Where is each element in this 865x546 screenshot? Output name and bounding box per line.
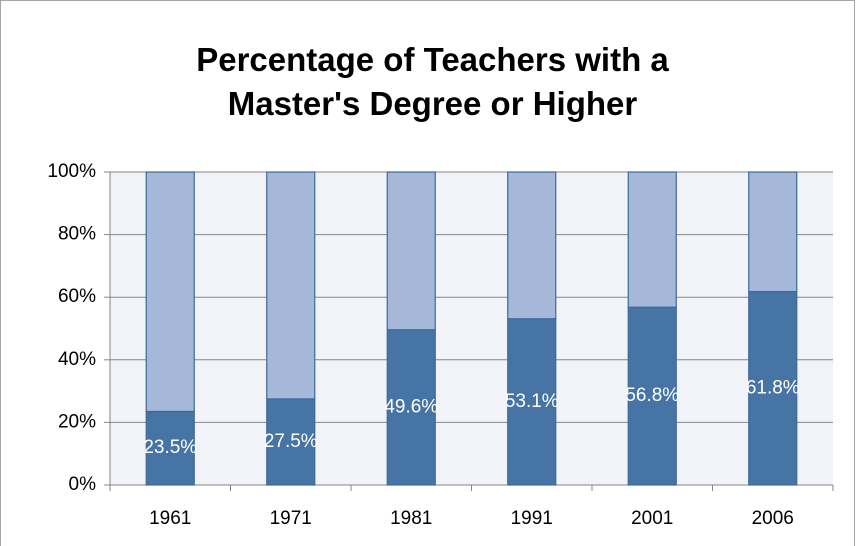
plot-area bbox=[110, 172, 833, 485]
data-label: 56.8% bbox=[625, 385, 679, 406]
x-tick-label: 1981 bbox=[390, 508, 432, 529]
data-label: 53.1% bbox=[505, 391, 559, 412]
y-tick-label: 40% bbox=[58, 349, 96, 370]
x-tick-label: 2001 bbox=[631, 508, 673, 529]
bar-segment bbox=[507, 318, 557, 486]
bar-segment bbox=[386, 171, 436, 331]
y-tick-label: 0% bbox=[69, 474, 97, 495]
bar-segment bbox=[266, 398, 316, 486]
x-tick-label: 1961 bbox=[149, 508, 191, 529]
y-tick-label: 100% bbox=[47, 161, 96, 182]
x-tick-label: 1991 bbox=[511, 508, 553, 529]
bar-segment bbox=[627, 306, 677, 486]
x-tick-label: 2006 bbox=[752, 508, 794, 529]
data-label: 61.8% bbox=[746, 377, 800, 398]
y-tick-label: 80% bbox=[58, 224, 96, 245]
y-tick-label: 60% bbox=[58, 286, 96, 307]
bar-segment bbox=[627, 171, 677, 308]
data-label: 23.5% bbox=[143, 437, 197, 458]
y-tick-label: 20% bbox=[58, 411, 96, 432]
bar-segment bbox=[386, 329, 436, 486]
x-tick-label: 1971 bbox=[270, 508, 312, 529]
bar-segment bbox=[145, 171, 195, 413]
bar-segment bbox=[748, 290, 798, 486]
data-label: 27.5% bbox=[264, 431, 318, 452]
bar-segment bbox=[748, 171, 798, 293]
chart-title-box: Percentage of Teachers with a Master's D… bbox=[0, 38, 865, 126]
bar-segment bbox=[266, 171, 316, 400]
chart-title: Percentage of Teachers with a Master's D… bbox=[196, 41, 669, 122]
bar-segment bbox=[507, 171, 557, 320]
data-label: 49.6% bbox=[384, 396, 438, 417]
